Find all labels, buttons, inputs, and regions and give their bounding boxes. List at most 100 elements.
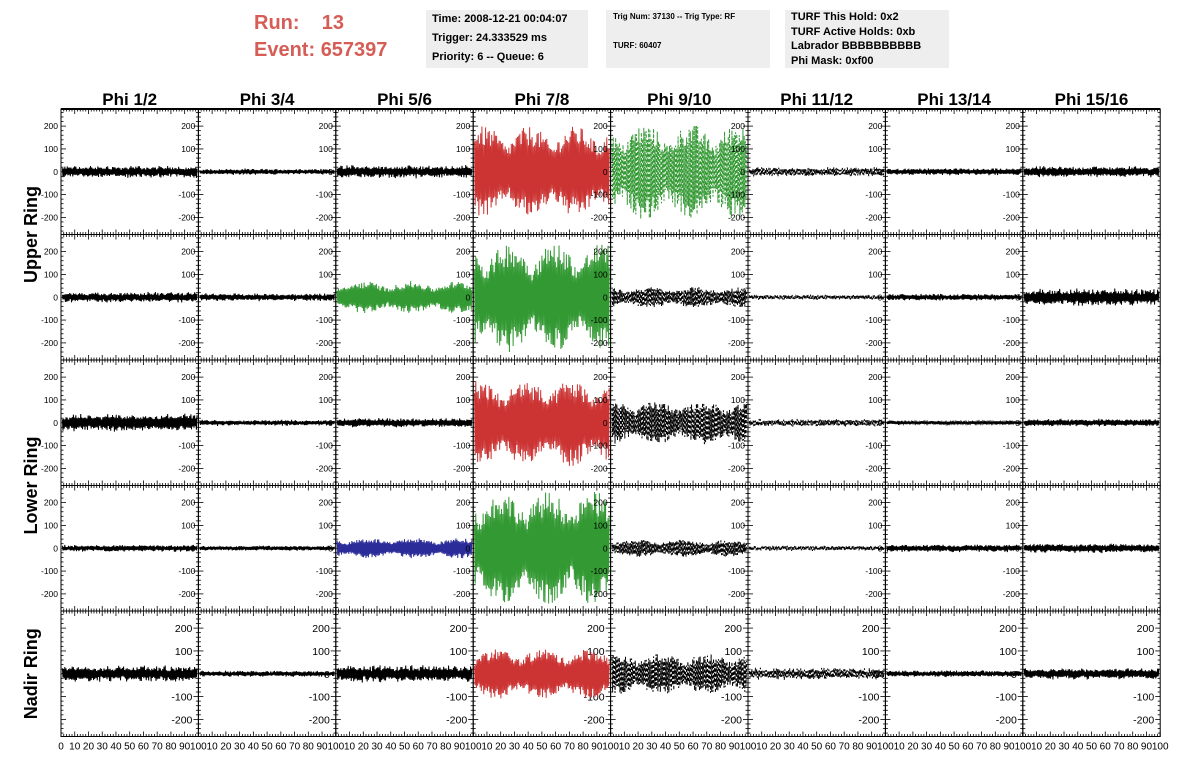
y-tick-label: 200 — [44, 247, 58, 257]
y-tick-label: 100 — [456, 269, 470, 279]
y-tick-label: 0 — [603, 167, 608, 177]
y-tick-label: 0 — [191, 418, 196, 428]
y-tick-label: 100 — [319, 520, 333, 530]
trig-line: Trig Num: 37130 -- Trig Type: RF — [613, 12, 736, 21]
y-tick-label: -200 — [453, 589, 470, 599]
y-tick-label: -200 — [41, 463, 58, 473]
y-tick-label: 200 — [181, 121, 195, 131]
priority-line: Priority: 6 -- Queue: 6 — [432, 51, 544, 63]
y-tick-label: 100 — [44, 395, 58, 405]
column-header: Phi 5/6 — [377, 90, 432, 109]
column-header: Phi 1/2 — [102, 90, 157, 109]
y-tick-label: 200 — [456, 498, 470, 508]
y-tick-label: 200 — [181, 247, 195, 257]
waveform-trace — [1023, 418, 1160, 427]
waveform-trace — [61, 413, 198, 432]
y-tick-label: 200 — [319, 121, 333, 131]
y-tick-label: -100 — [453, 566, 470, 576]
waveform-trace — [474, 491, 610, 604]
y-tick-label: -200 — [591, 463, 608, 473]
y-tick-label: 0 — [53, 418, 58, 428]
y-tick-label: 100 — [731, 144, 745, 154]
y-tick-label: 100 — [319, 395, 333, 405]
y-tick-label: 100 — [868, 144, 882, 154]
waveform-trace — [1023, 166, 1160, 178]
y-tick-label: -100 — [728, 315, 745, 325]
waveform-trace — [199, 293, 335, 302]
y-tick-label: -100 — [316, 315, 333, 325]
y-tick-label: 100 — [44, 144, 58, 154]
turf-hold-line: TURF This Hold: 0x2 — [791, 11, 899, 23]
y-tick-label: 0 — [53, 167, 58, 177]
run-value: 13 — [321, 12, 345, 34]
y-tick-label: -200 — [728, 338, 745, 348]
y-tick-label: -200 — [728, 589, 745, 599]
y-tick-label: 0 — [740, 418, 745, 428]
y-tick-label: 200 — [593, 121, 607, 131]
event-row: Event: 657397 — [254, 37, 387, 64]
y-tick-label: 0 — [878, 418, 883, 428]
y-tick-label: -200 — [591, 338, 608, 348]
y-tick-label: -200 — [1003, 463, 1020, 473]
y-tick-label: 100 — [456, 144, 470, 154]
y-tick-label: -100 — [591, 441, 608, 451]
waveform-trace — [748, 167, 885, 177]
y-tick-label: 0 — [191, 292, 196, 302]
y-tick-label: 200 — [456, 247, 470, 257]
y-tick-label: 200 — [181, 498, 195, 508]
y-tick-label: 200 — [319, 247, 333, 257]
y-tick-label: -200 — [41, 338, 58, 348]
y-tick-label: -100 — [865, 441, 882, 451]
ring-label: Upper Ring — [21, 186, 41, 283]
y-tick-label: -100 — [728, 190, 745, 200]
y-tick-label: -200 — [41, 212, 58, 222]
y-tick-label: 200 — [868, 372, 882, 382]
y-tick-label: 0 — [1015, 167, 1020, 177]
y-tick-label: 100 — [456, 520, 470, 530]
waveform-trace — [336, 164, 473, 179]
y-tick-label: -200 — [316, 589, 333, 599]
waveform-trace — [199, 419, 335, 426]
y-tick-label: 100 — [456, 395, 470, 405]
waveform-trace — [199, 544, 335, 552]
y-tick-label: 200 — [44, 498, 58, 508]
y-tick-label: 100 — [181, 395, 195, 405]
trigger-line: Trigger: 24.333529 ms — [432, 32, 547, 44]
y-tick-label: 100 — [181, 269, 195, 279]
y-tick-label: 0 — [603, 418, 608, 428]
y-tick-label: -100 — [453, 315, 470, 325]
y-tick-label: -200 — [865, 338, 882, 348]
trig-info-box: Trig Num: 37130 -- Trig Type: RF TURF: 6… — [606, 10, 770, 68]
y-tick-label: 0 — [740, 292, 745, 302]
y-tick-label: 0 — [53, 292, 58, 302]
y-tick-label: 0 — [328, 418, 333, 428]
y-tick-label: 200 — [319, 372, 333, 382]
y-tick-label: 100 — [731, 520, 745, 530]
y-tick-label: -200 — [178, 212, 195, 222]
column-header: Phi 3/4 — [240, 90, 295, 109]
y-tick-label: 200 — [593, 372, 607, 382]
waveform-trace — [61, 165, 198, 178]
ring-label: Nadir Ring — [21, 628, 41, 719]
y-tick-label: 0 — [603, 543, 608, 553]
y-tick-label: 0 — [740, 167, 745, 177]
y-tick-label: 0 — [465, 418, 470, 428]
y-tick-label: 100 — [868, 269, 882, 279]
event-value: 657397 — [320, 39, 388, 61]
y-tick-label: 200 — [1006, 247, 1020, 257]
waveform-trace — [886, 293, 1022, 301]
y-tick-label: 0 — [191, 543, 196, 553]
waveform-trace — [199, 168, 335, 175]
column-header: Phi 15/16 — [1055, 90, 1129, 109]
y-tick-label: 0 — [328, 543, 333, 553]
y-tick-label: -100 — [41, 441, 58, 451]
y-tick-label: -100 — [178, 315, 195, 325]
y-tick-label: -100 — [865, 190, 882, 200]
run-label: Run: — [254, 12, 300, 34]
y-tick-label: 0 — [191, 167, 196, 177]
event-label: Event: — [254, 39, 316, 61]
y-tick-label: 0 — [465, 543, 470, 553]
y-tick-label: -200 — [453, 463, 470, 473]
y-tick-label: 100 — [319, 144, 333, 154]
y-tick-label: 100 — [181, 144, 195, 154]
